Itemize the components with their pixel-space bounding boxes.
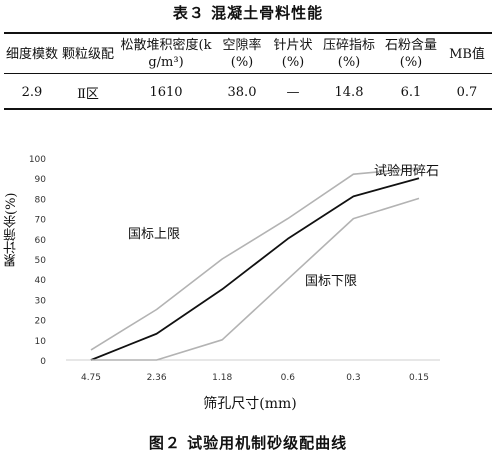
header-crushing-index: 压碎指标(%) — [318, 32, 380, 74]
header-gradation: 颗粒级配 — [60, 32, 116, 74]
y-tick-label: 20 — [35, 317, 47, 327]
y-tick-label: 60 — [35, 236, 47, 246]
cell-crushing-index: 14.8 — [318, 73, 380, 110]
table-title: 表３ 混凝土骨料性能 — [172, 4, 324, 22]
cell-bulk-density: 1610 — [116, 73, 216, 110]
table-header-row: 细度模数 颗粒级配 松散堆积密度(kg/m³) 空隙率(%) 针片状(%) 压碎… — [4, 32, 492, 74]
y-tick-label: 100 — [29, 155, 46, 165]
header-mb-value: MB值 — [442, 32, 492, 74]
series-label: 国标上限 — [128, 227, 180, 242]
series-line-lower-limit — [91, 197, 420, 361]
x-tick-label: 0.3 — [346, 373, 360, 383]
y-tick-label: 50 — [35, 256, 47, 266]
series-label: 国标下限 — [305, 274, 357, 289]
header-void-ratio: 空隙率(%) — [216, 32, 268, 74]
cell-gradation: Ⅱ区 — [60, 73, 116, 110]
cell-stone-powder: 6.1 — [380, 73, 442, 110]
x-tick-label: 1.18 — [212, 373, 232, 383]
cell-void-ratio: 38.0 — [216, 73, 268, 110]
y-tick-label: 0 — [40, 357, 46, 367]
cell-fineness-modulus: 2.9 — [4, 73, 60, 110]
series-label: 试验用碎石 — [374, 163, 439, 179]
x-tick-label: 0.6 — [281, 373, 296, 383]
header-flaky-particles: 针片状(%) — [268, 32, 318, 74]
series-line-upper-limit — [90, 167, 420, 351]
header-bulk-density: 松散堆积密度(kg/m³) — [116, 32, 216, 74]
gradation-chart: 0 10 20 30 40 50 60 70 80 90 100 4.75 2.36 1.18 0.6 0.3… — [29, 155, 440, 383]
cell-mb-value: 0.7 — [442, 73, 492, 110]
x-tick-label: 2.36 — [147, 373, 167, 383]
aggregate-properties-table: 细度模数 颗粒级配 松散堆积密度(kg/m³) 空隙率(%) 针片状(%) 压碎… — [4, 32, 492, 110]
y-tick-label: 70 — [35, 216, 47, 226]
x-tick-label: 4.75 — [81, 373, 101, 383]
header-fineness-modulus: 细度模数 — [4, 32, 60, 74]
cell-flaky-particles: — — [268, 73, 318, 110]
y-tick-label: 40 — [35, 276, 47, 286]
y-tick-label: 10 — [35, 337, 47, 347]
y-tick-label: 80 — [35, 195, 47, 205]
series-line-test-sample — [90, 177, 420, 361]
table-row: 2.9 Ⅱ区 1610 38.0 — 14.8 6.1 0.7 — [4, 73, 492, 110]
x-axis-label: 筛孔尺寸(mm) — [203, 396, 297, 412]
y-tick-label: 30 — [35, 296, 47, 306]
x-tick-label: 0.15 — [409, 373, 429, 383]
figure-caption: 图２ 试验用机制砂级配曲线 — [148, 434, 348, 452]
y-tick-label: 90 — [35, 175, 47, 185]
header-stone-powder: 石粉含量(%) — [380, 32, 442, 74]
